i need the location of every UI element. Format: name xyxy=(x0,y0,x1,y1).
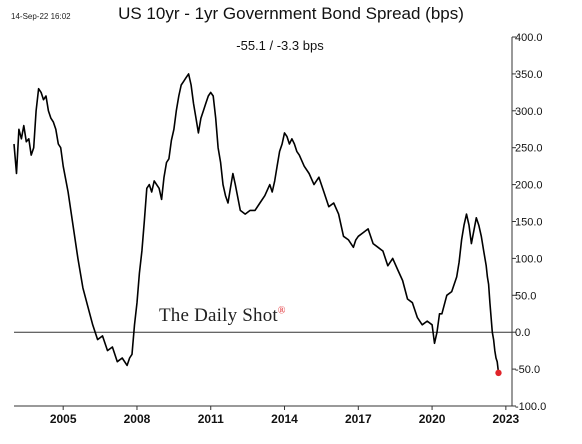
axis-layer: 400.0 350.0 300.0 250.0 200.0 150.0 100.0 50.0 0… xyxy=(14,32,546,426)
series-layer xyxy=(13,73,500,373)
chart-title: US 10yr - 1yr Government Bond Spread (bp… xyxy=(118,4,464,23)
y-tick-label: 50.0 xyxy=(515,290,536,302)
last-value-marker xyxy=(495,369,502,377)
y-tick-label: 100.0 xyxy=(515,253,543,265)
x-tick-label: 2011 xyxy=(198,412,224,426)
watermark-text: The Daily Shot xyxy=(159,305,278,326)
y-tick-label: 350.0 xyxy=(515,69,543,81)
x-tick-label: 2017 xyxy=(345,412,372,426)
y-tick-label: 200.0 xyxy=(515,180,543,192)
x-tick-label: 2020 xyxy=(419,412,446,426)
watermark-dot-icon: ® xyxy=(277,305,286,317)
series-line xyxy=(13,73,500,373)
value-readout: -55.1 / -3.3 bps xyxy=(236,38,324,53)
y-tick-label: 250.0 xyxy=(515,143,543,155)
y-tick-label: 400.0 xyxy=(515,32,543,44)
y-tick-label: -100.0 xyxy=(515,401,546,413)
y-tick-label: 0.0 xyxy=(515,327,530,339)
x-tick-label: 2008 xyxy=(124,412,151,426)
x-tick-label: 2023 xyxy=(493,412,520,426)
timestamp: 14-Sep-22 16:02 xyxy=(11,12,71,21)
y-tick-label: -50.0 xyxy=(515,364,540,376)
marker-layer xyxy=(495,369,502,377)
x-tick-label: 2005 xyxy=(50,412,77,426)
y-tick-label: 150.0 xyxy=(515,217,543,229)
watermark-logo: The Daily Shot® xyxy=(159,305,286,327)
y-tick-label: 300.0 xyxy=(515,106,543,118)
x-tick-label: 2014 xyxy=(271,412,298,426)
